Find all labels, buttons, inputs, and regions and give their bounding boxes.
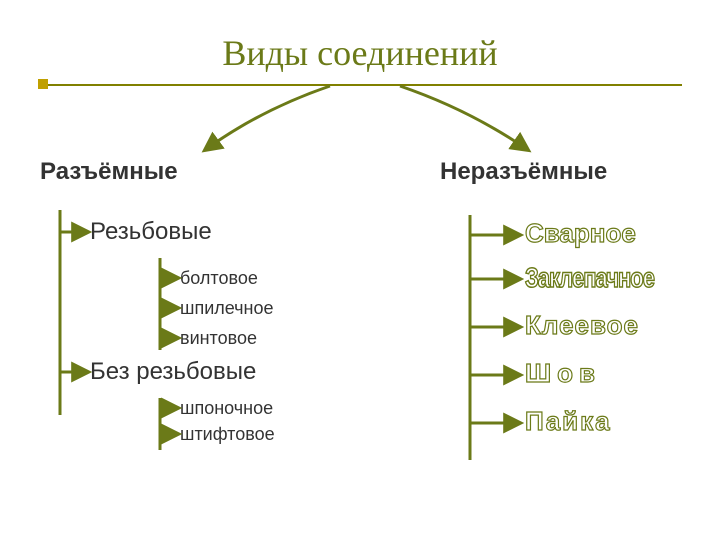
page-title: Виды соединений: [0, 32, 720, 74]
group-nonthreaded: Без резьбовые: [90, 358, 256, 386]
group-threaded: Резьбовые: [90, 218, 212, 246]
perm-glue: Клеевое: [525, 310, 639, 341]
perm-rivet: Заклепачное: [525, 262, 654, 295]
perm-seam: Шов: [525, 358, 601, 389]
perm-solder: Пайка: [525, 406, 612, 437]
sub-pin: штифтовое: [180, 424, 275, 445]
sub-stud: шпилечное: [180, 298, 274, 319]
perm-welded: Сварное: [525, 218, 636, 249]
category-permanent: Неразъёмные: [440, 158, 607, 186]
title-bullet: [38, 79, 48, 89]
sub-screw: винтовое: [180, 328, 257, 349]
sub-bolt: болтовое: [180, 268, 258, 289]
title-underline: [38, 84, 682, 86]
category-detachable: Разъёмные: [40, 158, 178, 186]
sub-key: шпоночное: [180, 398, 273, 419]
